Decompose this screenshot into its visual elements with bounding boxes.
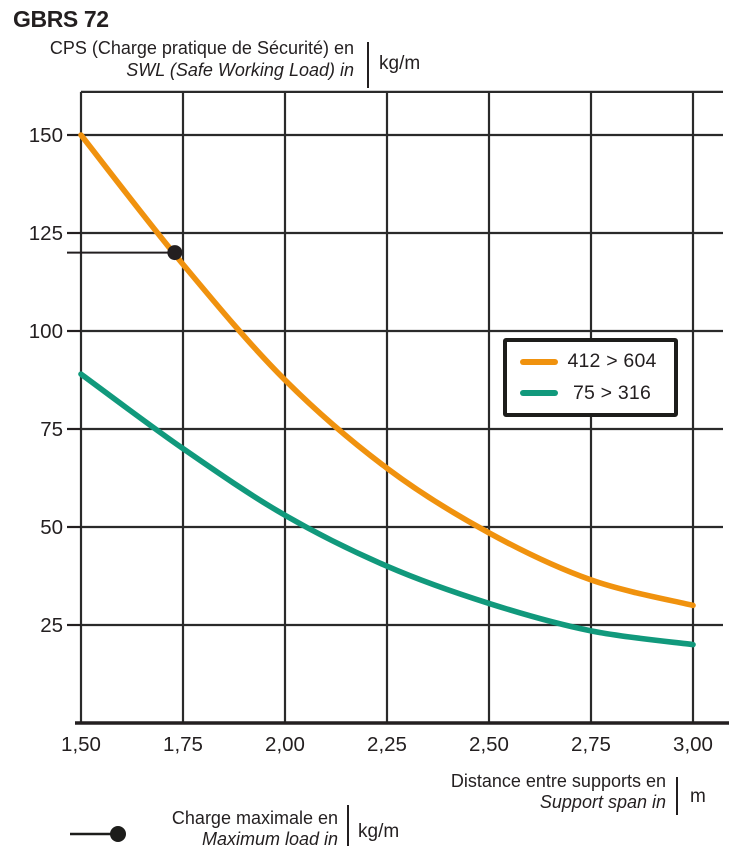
max-load-label-fr: Charge maximale en: [171, 808, 338, 828]
max-load-label-en: Maximum load in: [201, 828, 338, 849]
series1-line-swatch: [520, 358, 558, 365]
max-load-marker-icon: [70, 826, 126, 842]
y-axis-title: CPS (Charge pratique de Sécurité) en SWL…: [13, 37, 354, 81]
chart-legend: 412 > 604 75 > 316: [503, 338, 678, 417]
x-tick-label: 2,50: [469, 733, 509, 756]
y-tick-label: 150: [29, 124, 63, 147]
x-tick-label: 2,00: [265, 733, 305, 756]
y-axis-unit-divider: [367, 42, 369, 88]
legend-item-series2: 75 > 316: [507, 382, 674, 405]
page-title: GBRS 72: [13, 6, 109, 32]
y-axis-unit: kg/m: [379, 53, 421, 74]
y-tick-label: 25: [40, 614, 63, 637]
x-tick-label: 2,75: [571, 733, 611, 756]
y-tick-label: 75: [40, 418, 63, 441]
y-tick-label: 50: [40, 516, 63, 539]
series2-legend-label: 75 > 316: [572, 381, 652, 404]
x-tick-label: 1,50: [61, 733, 101, 756]
x-tick-label: 3,00: [673, 733, 713, 756]
x-axis-title: Distance entre supports en Support span …: [366, 771, 666, 812]
x-axis-label-en: Support span in: [539, 791, 666, 812]
max-load-unit: kg/m: [358, 821, 400, 842]
y-tick-label: 125: [29, 222, 63, 245]
x-axis-unit: m: [690, 786, 706, 807]
legend-item-series1: 412 > 604: [507, 350, 674, 373]
series-curve-1: [78, 132, 696, 609]
max-load-unit-divider: [347, 805, 349, 846]
x-tick-label: 1,75: [163, 733, 203, 756]
max-load-point: [167, 245, 183, 261]
x-axis-unit-divider: [676, 777, 678, 815]
series1-legend-label: 412 > 604: [567, 350, 657, 373]
series-curve-2: [78, 371, 696, 648]
y-axis-label-fr: CPS (Charge pratique de Sécurité) en: [49, 38, 354, 58]
x-axis-label-fr: Distance entre supports en: [450, 771, 666, 791]
y-tick-label: 100: [29, 320, 63, 343]
max-load-legend: Charge maximale en Maximum load in: [128, 808, 338, 849]
y-axis-label-en: SWL (Safe Working Load) in: [126, 60, 354, 80]
series2-line-swatch: [520, 390, 558, 397]
x-tick-label: 2,25: [367, 733, 407, 756]
